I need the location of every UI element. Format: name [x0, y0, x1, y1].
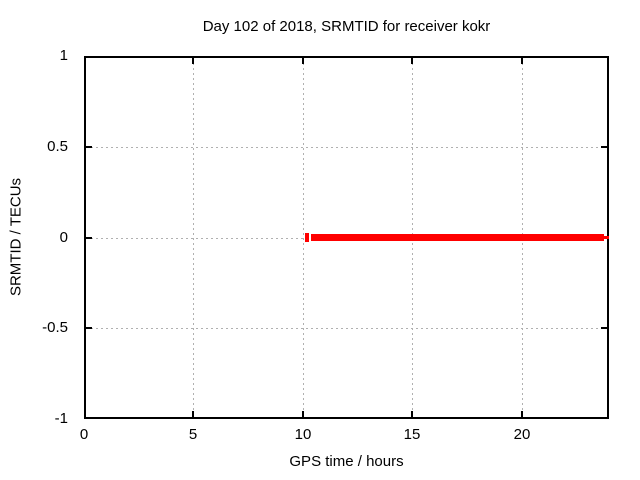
x-tick-mark [521, 58, 523, 64]
x-axis-label: GPS time / hours [289, 453, 404, 470]
y-tick-mark [601, 327, 607, 329]
x-tick-mark [192, 411, 194, 417]
series-srmtid-line [604, 236, 609, 239]
x-tick-mark [192, 58, 194, 64]
y-tick-label: 1 [59, 47, 68, 64]
x-tick-label: 0 [79, 426, 89, 443]
x-tick-mark [302, 58, 304, 64]
x-tick-mark [411, 58, 413, 64]
x-tick-label: 10 [294, 426, 312, 443]
gridline-x-10 [303, 58, 304, 417]
gridline-y--0.5 [86, 328, 607, 329]
y-tick-mark [601, 146, 607, 148]
series-srmtid-line [311, 234, 604, 241]
y-tick-mark [86, 327, 92, 329]
y-tick-label: 0.5 [47, 138, 68, 155]
x-tick-label: 20 [513, 426, 531, 443]
plot-area [84, 56, 609, 419]
gridline-y-0.5 [86, 147, 607, 148]
y-tick-mark [86, 146, 92, 148]
x-tick-label: 5 [188, 426, 198, 443]
x-tick-mark [521, 411, 523, 417]
y-tick-label: 0 [59, 229, 68, 246]
y-tick-label: -0.5 [42, 319, 68, 336]
chart-title: Day 102 of 2018, SRMTID for receiver kok… [202, 18, 491, 35]
y-tick-label: -1 [54, 410, 68, 427]
y-tick-mark [86, 237, 92, 239]
series-srmtid-line [305, 233, 309, 242]
x-tick-mark [411, 411, 413, 417]
x-tick-mark [302, 411, 304, 417]
x-tick-label: 15 [403, 426, 421, 443]
gridline-x-5 [193, 58, 194, 417]
